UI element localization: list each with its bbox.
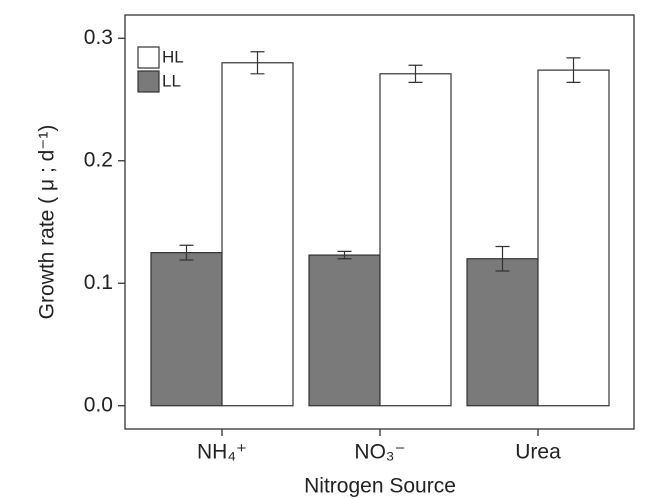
bar	[537, 69, 610, 407]
legend-swatch	[137, 70, 160, 93]
y-tick-label: 0.3	[84, 26, 113, 49]
x-tick-label: NH₄⁺	[197, 441, 247, 464]
bar	[379, 73, 452, 407]
bar	[308, 254, 381, 407]
error-bar	[337, 250, 352, 260]
error-bar	[495, 245, 510, 272]
y-axis-label: Growth rate ( μ ; d⁻¹)	[36, 125, 59, 320]
error-bar	[179, 244, 194, 261]
error-bar	[250, 51, 265, 75]
error-bar	[408, 64, 423, 83]
bar	[466, 258, 539, 407]
x-axis-label: Nitrogen Source	[304, 475, 456, 498]
legend-label: HL	[162, 47, 184, 66]
y-tick-label: 0.1	[84, 271, 113, 294]
bar	[150, 252, 223, 407]
legend-label: LL	[162, 71, 181, 90]
bar	[221, 62, 294, 407]
legend-swatch	[137, 46, 160, 69]
error-bar	[566, 57, 581, 83]
x-tick-label: NO₃⁻	[354, 441, 405, 464]
y-tick-label: 0.2	[84, 148, 113, 171]
x-tick-label: Urea	[515, 441, 561, 464]
y-tick-label: 0.0	[84, 393, 113, 416]
